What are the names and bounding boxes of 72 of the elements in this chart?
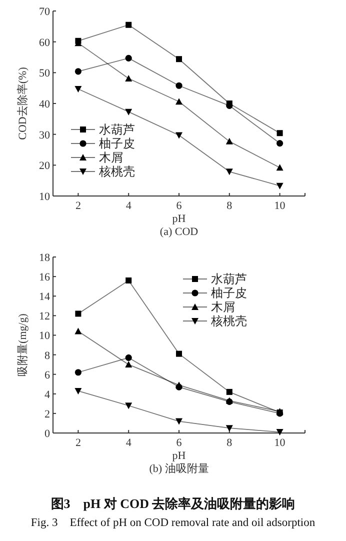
y-tick-label: 60 — [39, 36, 50, 49]
x-tick-label: 10 — [274, 437, 286, 449]
x-tick-label: 6 — [176, 437, 182, 449]
x-tick-label: 4 — [126, 200, 132, 212]
y-tick-label: 0 — [44, 428, 50, 440]
x-tick-label: 2 — [75, 437, 81, 449]
point — [276, 140, 284, 147]
point — [176, 82, 182, 89]
legend-label: 核桃壳 — [98, 164, 135, 178]
x-tick-label: 6 — [176, 200, 182, 212]
point — [126, 277, 132, 284]
y-tick-label: 12 — [39, 310, 50, 323]
legend-label: 木屑 — [99, 150, 123, 164]
text: (a) COD — [160, 226, 198, 238]
x-axis-title: pH — [172, 450, 186, 462]
point — [226, 425, 233, 432]
y-tick-label: 16 — [39, 272, 50, 284]
point — [74, 388, 82, 394]
y-tick-label: 14 — [39, 291, 50, 304]
point — [176, 98, 182, 105]
point — [74, 68, 82, 75]
x-tick-label: 8 — [226, 437, 233, 449]
y-tick-label: 70 — [39, 6, 50, 18]
y-tick-label: 30 — [39, 129, 50, 142]
y-tick-label: 6 — [44, 369, 50, 382]
legend-label: 水葫芦 — [99, 122, 135, 136]
y-tick-label: 8 — [44, 350, 50, 362]
caption: Fig. 3 Effect of pH on COD removal rate and oil adsorption — [30, 517, 316, 529]
y-tick-label: 40 — [39, 98, 50, 110]
point — [276, 429, 284, 436]
legend-label: 柚子皮 — [99, 136, 135, 150]
legend-label: 木屑 — [211, 300, 235, 314]
legend-label: 水葫芦 — [211, 272, 247, 286]
point — [74, 369, 82, 376]
point — [125, 361, 132, 368]
point — [226, 168, 233, 176]
point — [125, 108, 132, 116]
point — [125, 54, 132, 62]
point — [125, 75, 132, 82]
point — [75, 310, 82, 317]
y-axis-title: COD去除率(%) — [16, 66, 29, 140]
y-tick-label: 10 — [39, 330, 50, 342]
point — [126, 22, 132, 28]
point — [74, 328, 82, 334]
point — [176, 56, 182, 62]
point — [276, 130, 283, 136]
y-tick-label: 50 — [39, 68, 50, 80]
y-tick-label: 4 — [44, 388, 50, 401]
point — [74, 86, 82, 93]
y-tick-label: 10 — [39, 191, 50, 203]
x-tick-label: 2 — [75, 200, 81, 212]
point — [226, 138, 233, 144]
caption: 图3 pH 对 COD 去除率及油吸附量的影响 — [50, 496, 296, 511]
point — [125, 354, 132, 362]
y-tick-label: 18 — [39, 252, 50, 264]
legend-label: 核桃壳 — [210, 314, 247, 328]
x-tick-label: 4 — [126, 437, 132, 449]
point — [176, 132, 182, 139]
point — [125, 402, 132, 410]
text: (b) 油吸附量 — [149, 462, 209, 475]
x-tick-label: 10 — [274, 200, 286, 212]
y-tick-label: 2 — [44, 408, 50, 420]
point — [176, 418, 182, 425]
legend-label: 柚子皮 — [211, 286, 247, 300]
y-tick-label: 20 — [39, 160, 50, 172]
point — [226, 388, 232, 395]
point — [276, 164, 284, 171]
x-tick-label: 8 — [226, 200, 233, 212]
y-axis-title: 吸附量(mg/g) — [17, 313, 29, 376]
x-axis-title: pH — [172, 213, 186, 225]
point — [276, 182, 284, 190]
point — [176, 350, 182, 357]
